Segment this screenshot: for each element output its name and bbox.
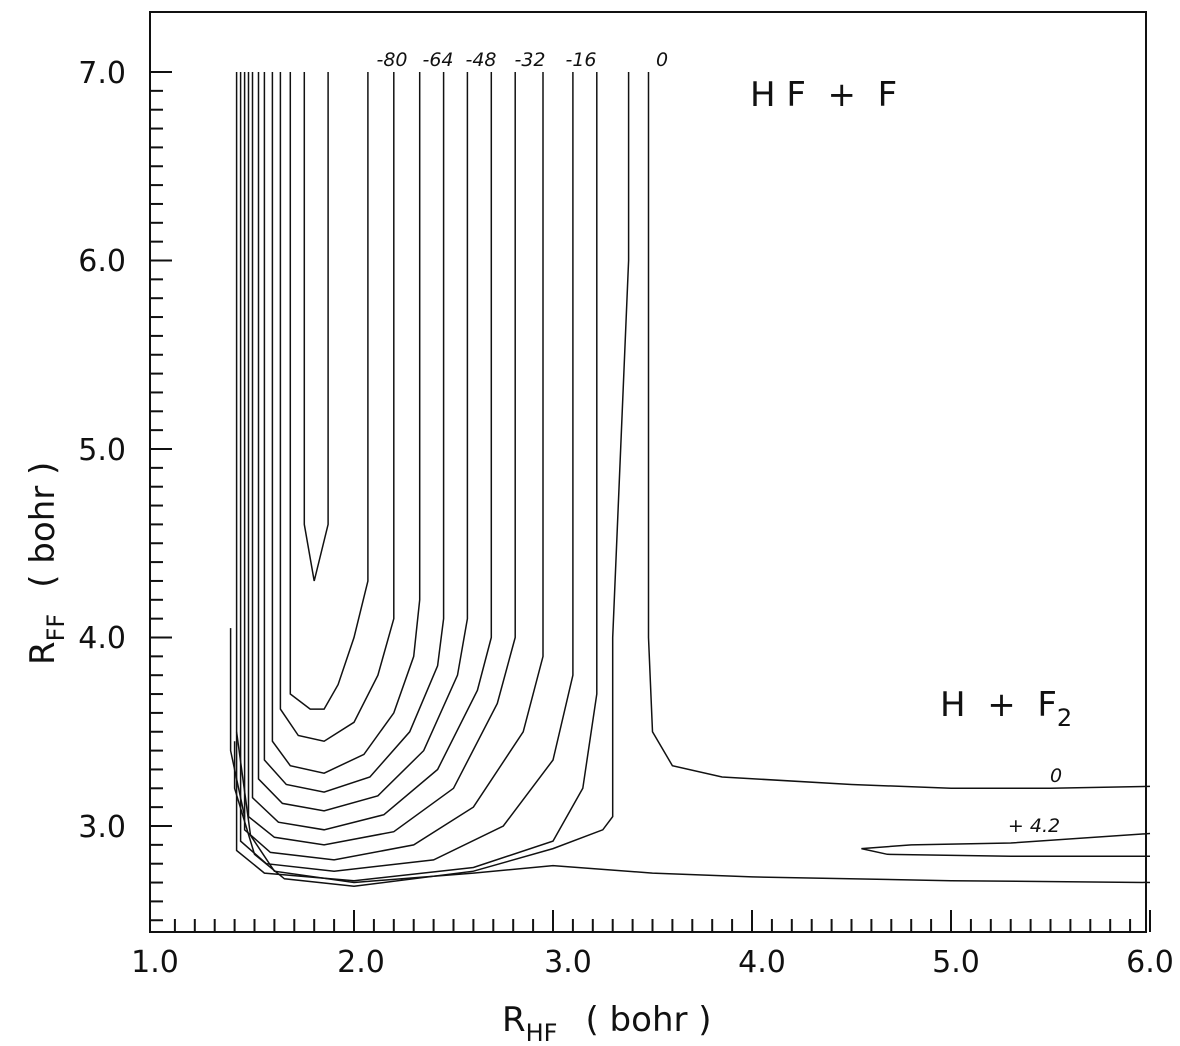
x-tick-label: 5.0: [932, 945, 980, 980]
contour-line: [233, 72, 630, 888]
contour-line: [235, 731, 1151, 884]
contour-label-minus-32: -32: [514, 49, 545, 71]
region-label-h-f2-sub: 2: [1057, 704, 1072, 732]
y-tick-label: 3.0: [78, 810, 126, 845]
contour-line: [647, 72, 1151, 790]
region-label-h-f2: H + F2: [886, 685, 1105, 735]
x-axis-label-main: R: [502, 1000, 526, 1040]
x-axis-label-unit: ( bohr ): [585, 1000, 711, 1040]
contour-label-plus-4-2: + 4.2: [1008, 815, 1060, 837]
contour-line: [235, 72, 598, 882]
contour-line: [279, 72, 395, 742]
contour-line: [303, 72, 329, 582]
contour-line: [289, 72, 369, 710]
contour-lines: [229, 72, 1151, 888]
y-tick-label: 7.0: [78, 56, 126, 91]
contour-line: [247, 72, 516, 846]
contour-label-zero-right: 0: [1050, 765, 1062, 787]
y-axis-label: RFF ( bohr ): [23, 462, 70, 665]
contour-line: [229, 628, 246, 817]
y-tick-label: 5.0: [78, 433, 126, 468]
y-axis-label-unit: ( bohr ): [23, 462, 63, 588]
contour-line: [243, 72, 544, 861]
x-tick-label: 4.0: [738, 945, 786, 980]
contour-line: [257, 72, 469, 812]
contour-label-minus-16: -16: [565, 49, 596, 71]
x-axis-label-sub: HF: [526, 1019, 558, 1046]
contour-label-minus-64: -64: [422, 49, 453, 71]
contour-label-zero-top: 0: [656, 49, 668, 71]
plot-frame: [149, 11, 1147, 933]
axis-ticks: [150, 71, 1151, 932]
region-label-h-f2-main: H + F: [940, 685, 1057, 725]
contour-label-minus-48: -48: [465, 49, 496, 71]
x-tick-label: 3.0: [544, 945, 592, 980]
contour-line: [861, 832, 1151, 857]
y-axis-label-main: R: [23, 641, 63, 665]
contour-label-minus-80: -80: [376, 49, 407, 71]
y-tick-label: 4.0: [78, 621, 126, 656]
y-axis-label-sub: FF: [42, 614, 70, 642]
contour-line: [263, 72, 445, 793]
y-tick-label: 6.0: [78, 244, 126, 279]
x-tick-label: 6.0: [1126, 945, 1174, 980]
region-label-hf-f: H F + F: [750, 75, 897, 115]
contour-line: [271, 72, 421, 774]
x-axis-label: RHF ( bohr ): [502, 1000, 712, 1046]
x-tick-label: 1.0: [131, 945, 179, 980]
contour-line: [239, 72, 574, 872]
contour-line: [251, 72, 493, 831]
x-tick-label: 2.0: [337, 945, 385, 980]
